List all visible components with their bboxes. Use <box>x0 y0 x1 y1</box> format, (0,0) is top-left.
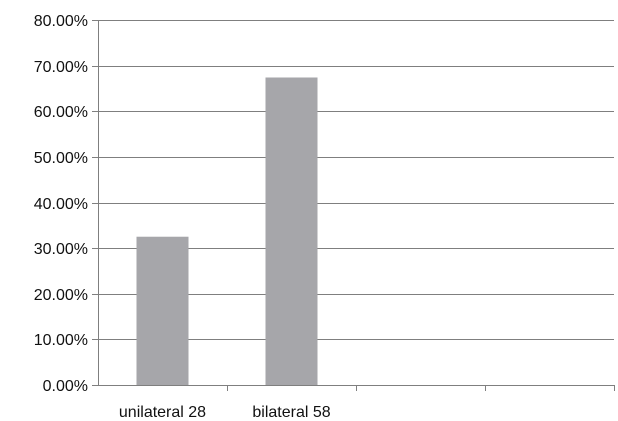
y-tick-label: 70.00% <box>34 59 88 76</box>
y-tick-label: 50.00% <box>34 150 88 167</box>
bars <box>136 77 318 386</box>
axes <box>92 20 614 386</box>
x-axis-tick-labels: unilateral 28 bilateral 58 <box>119 404 331 421</box>
y-tick-label: 0.00% <box>43 378 88 395</box>
y-tick-label: 20.00% <box>34 287 88 304</box>
x-axis-ticks <box>227 385 615 391</box>
y-tick-label: 10.00% <box>34 332 88 349</box>
y-tick-label: 80.00% <box>34 13 88 30</box>
y-tick-label: 30.00% <box>34 241 88 258</box>
bar <box>136 236 189 385</box>
y-axis-tick-labels: 0.00% 10.00% 20.00% 30.00% 40.00% 50.00% 60.00… <box>34 13 88 395</box>
y-tick-label: 40.00% <box>34 196 88 213</box>
bar <box>265 77 318 386</box>
y-tick-label: 60.00% <box>34 104 88 121</box>
x-tick-label: unilateral 28 <box>119 404 206 421</box>
x-tick-label: bilateral 58 <box>252 404 330 421</box>
y-axis-ticks <box>92 20 98 386</box>
